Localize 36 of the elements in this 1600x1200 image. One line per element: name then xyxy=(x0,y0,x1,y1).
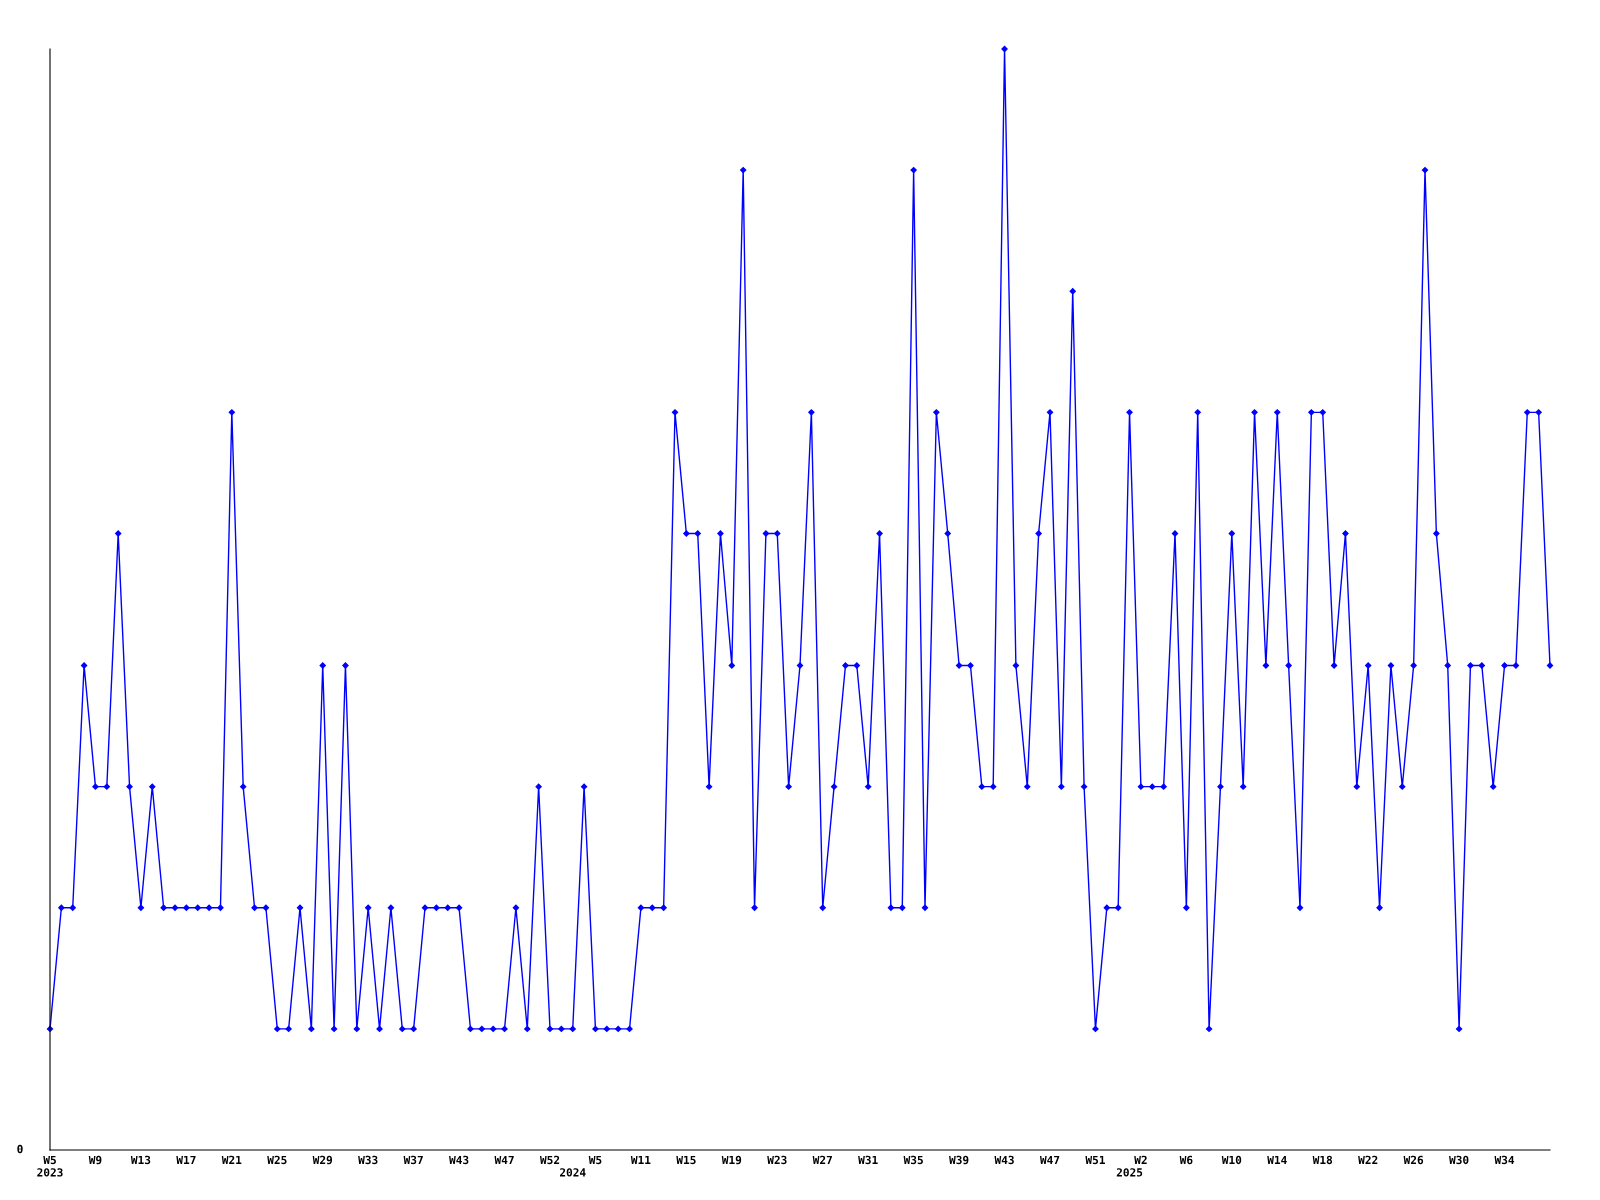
x-tick-label: W19 xyxy=(721,1155,742,1165)
x-tick-label: W14 xyxy=(1267,1155,1287,1164)
x-tick-label: W25 xyxy=(267,1155,287,1165)
x-tick-label: W17 xyxy=(176,1155,196,1164)
x-tick-label: W37 xyxy=(403,1155,423,1165)
x-tick-label: W13 xyxy=(130,1155,151,1165)
x-tick-label: W5 2023 xyxy=(37,1155,63,1177)
x-tick-label: W47 xyxy=(494,1155,514,1164)
text: 0 xyxy=(17,1144,23,1154)
x-tick-label: W34 xyxy=(1494,1155,1515,1165)
x-tick-label: W29 xyxy=(312,1155,333,1165)
x-tick-label: W43 xyxy=(994,1155,1014,1165)
x-tick-label: W43 xyxy=(449,1155,469,1165)
x-tick-label: W51 xyxy=(1085,1155,1105,1165)
x-tick-label: W31 xyxy=(858,1155,878,1165)
x-tick-label: W26 xyxy=(1403,1155,1424,1165)
x-tick-label: W33 xyxy=(358,1155,378,1165)
x-tick-label: W10 xyxy=(1221,1155,1242,1165)
x-tick-label: W35 xyxy=(903,1155,923,1165)
x-tick-label: W2 xyxy=(1134,1155,1147,1164)
x-tick-label: W30 xyxy=(1449,1155,1469,1165)
x-tick-label: W47 xyxy=(1039,1155,1060,1164)
x-tick-label: W52 xyxy=(539,1155,560,1165)
x-tick-label: W9 xyxy=(88,1155,102,1165)
x-tick-label: W22 xyxy=(1358,1155,1378,1164)
x-tick-label: W23 xyxy=(767,1155,787,1165)
x-tick-label: W21 xyxy=(221,1155,242,1164)
x-tick-label: W5 xyxy=(588,1155,602,1165)
x-tick-label: 2024 xyxy=(559,1168,586,1177)
x-tick-label: W27 xyxy=(812,1155,832,1164)
x-tick-label: W15 xyxy=(676,1155,696,1165)
x-tick-label: W11 xyxy=(630,1155,651,1164)
x-tick-label: 2025 xyxy=(1116,1168,1143,1177)
x-tick-label: W39 xyxy=(949,1155,969,1165)
x-tick-label: W18 xyxy=(1312,1155,1333,1165)
x-tick-label: W6 xyxy=(1179,1155,1193,1165)
